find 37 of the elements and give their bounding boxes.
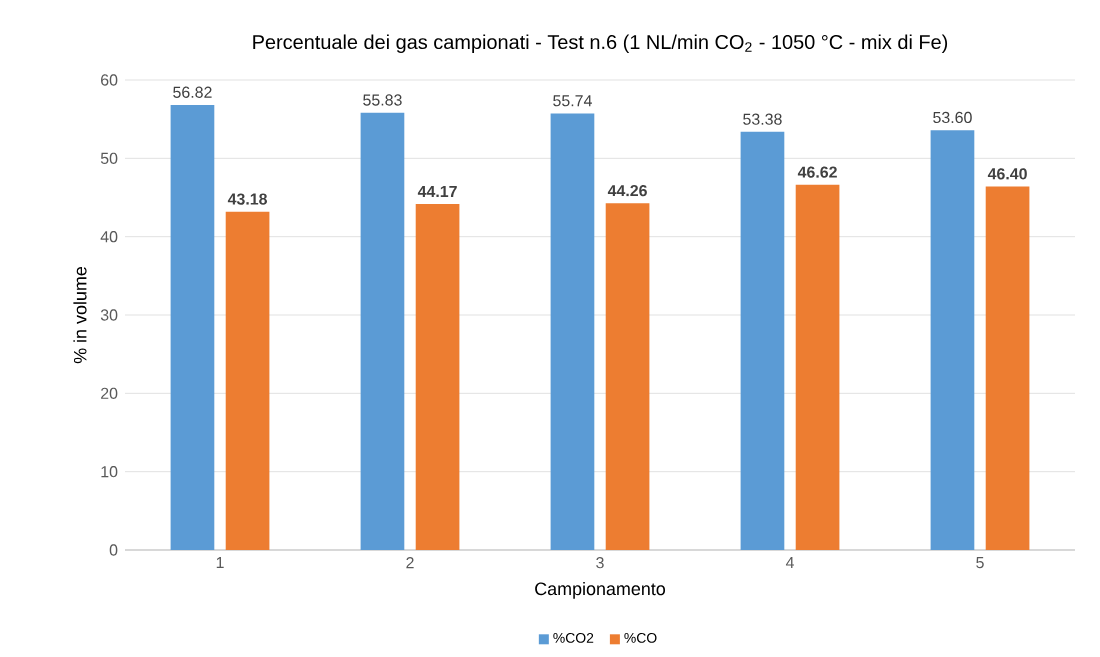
bar xyxy=(605,203,650,550)
legend-label: %CO2 xyxy=(553,632,594,643)
bar xyxy=(415,204,460,550)
data-label: 46.40 xyxy=(987,168,1027,180)
data-label: 43.18 xyxy=(227,193,268,205)
bar xyxy=(550,113,595,550)
x-tick-label: 2 xyxy=(406,557,414,569)
data-label: 55.74 xyxy=(553,95,592,107)
legend-label: %CO xyxy=(624,632,657,643)
data-label: 44.17 xyxy=(417,186,457,197)
bar xyxy=(170,104,215,550)
x-tick-label: 4 xyxy=(785,557,794,569)
y-tick-label: 10 xyxy=(101,466,118,478)
data-label: 46.62 xyxy=(797,166,837,178)
bar xyxy=(930,130,975,550)
bar xyxy=(360,112,405,550)
y-tick-label: 20 xyxy=(101,387,118,399)
y-tick-label: 40 xyxy=(100,231,118,243)
bar xyxy=(985,186,1030,550)
data-label: 53.60 xyxy=(933,111,972,124)
bar xyxy=(225,211,270,550)
y-tick-label: 30 xyxy=(100,309,118,321)
x-axis-title: Campionamento xyxy=(535,582,666,599)
data-label: 53.38 xyxy=(743,113,782,125)
chart-title: Percentuale dei gas campionati - Test n.6 (1 NL/min CO$_{2}$ - 1050 °C - mix di Fe) xyxy=(253,34,948,53)
y-tick-label: 50 xyxy=(100,152,118,164)
x-tick-label: 3 xyxy=(596,557,604,569)
x-tick-label: 1 xyxy=(216,557,224,569)
data-label: 55.83 xyxy=(363,94,402,106)
y-axis-title: % in volume xyxy=(73,266,87,364)
bar xyxy=(740,131,785,550)
x-tick-label: 5 xyxy=(976,557,984,569)
y-tick-label: 60 xyxy=(101,74,118,86)
bar xyxy=(795,184,840,550)
data-label: 56.82 xyxy=(173,86,212,98)
data-label: 44.26 xyxy=(607,184,647,197)
y-tick-label: 0 xyxy=(109,544,118,556)
